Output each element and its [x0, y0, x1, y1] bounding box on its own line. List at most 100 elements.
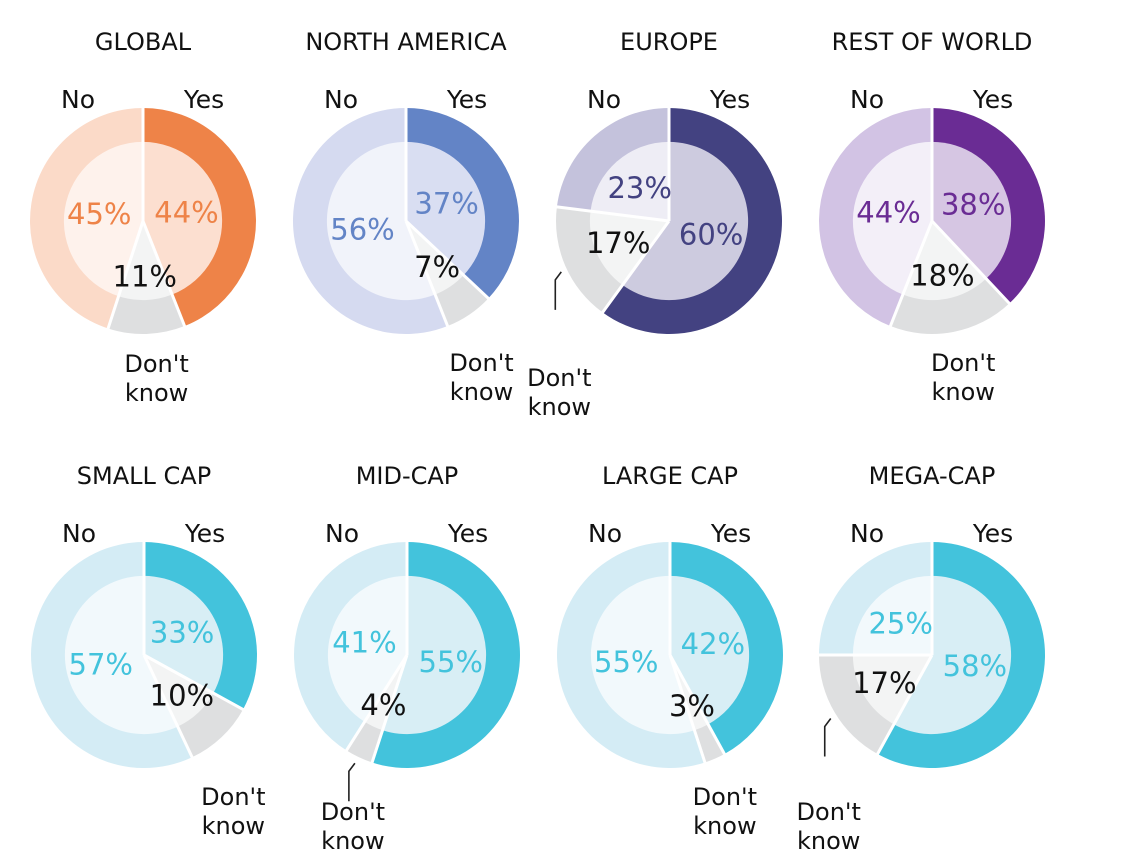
slice-separator [555, 205, 670, 223]
no-label: No [588, 519, 622, 548]
slice-yes [893, 575, 1012, 735]
data-label-dont-know: 17% [852, 666, 916, 700]
data-label-dont-know: 7% [414, 250, 460, 284]
data-label-yes: 60% [679, 218, 743, 252]
data-label-no: 55% [594, 645, 658, 679]
slice-no [852, 575, 932, 655]
dont-know-label: Don't [797, 798, 861, 826]
slice-yes [144, 575, 224, 694]
no-label: No [62, 519, 96, 548]
dont-know-label: Don't [931, 349, 995, 377]
data-label-yes: 55% [419, 645, 483, 679]
chart-title: REST OF WORLD [832, 28, 1033, 56]
slice-separator [106, 220, 145, 330]
data-label-yes: 37% [414, 186, 478, 220]
data-label-no: 25% [868, 607, 932, 641]
dont-know-label: Don't [124, 350, 188, 378]
slice-yes [406, 141, 486, 276]
no-label: No [850, 519, 884, 548]
slice-dont-know [852, 655, 932, 725]
dont-know-label: Don't [527, 364, 591, 392]
dont-know-label: know [125, 379, 188, 407]
slice-separator [668, 654, 727, 756]
slice-dont-know [902, 221, 987, 301]
slice-yes [932, 141, 1012, 279]
chart-title: GLOBAL [95, 28, 192, 56]
slice-dont-know [589, 211, 669, 285]
dont-know-label: Don't [693, 783, 757, 811]
slice-no [64, 575, 178, 735]
data-label-dont-know: 10% [150, 678, 214, 712]
leader-line [348, 762, 356, 802]
yes-label: Yes [183, 85, 224, 114]
yes-label: Yes [709, 85, 750, 114]
chart-title: EUROPE [620, 28, 718, 56]
dont-know-label: know [797, 827, 860, 855]
chart-title: NORTH AMERICA [305, 28, 507, 56]
dont-know-label: know [202, 812, 265, 840]
data-label-yes: 58% [943, 649, 1007, 683]
data-label-dont-know: 18% [910, 258, 974, 292]
data-label-no: 57% [69, 648, 133, 682]
yes-label: Yes [184, 519, 225, 548]
slice-dont-know [118, 221, 173, 301]
slice-separator [404, 219, 491, 301]
slice-no [63, 141, 144, 297]
data-label-yes: 33% [150, 615, 214, 649]
yes-label: Yes [972, 85, 1013, 114]
data-label-no: 23% [607, 171, 671, 205]
slice-dont-know [144, 655, 214, 727]
chart-title: MID-CAP [356, 462, 459, 490]
chart-title: SMALL CAP [77, 462, 211, 490]
slice-dont-know [406, 221, 464, 295]
dont-know-label: know [931, 378, 994, 406]
no-label: No [850, 85, 884, 114]
data-label-dont-know: 17% [586, 226, 650, 260]
slice-separator [888, 220, 934, 328]
dont-know-label: know [321, 827, 384, 855]
no-label: No [324, 85, 358, 114]
yes-label: Yes [447, 519, 488, 548]
slice-separator [370, 654, 409, 764]
data-label-no: 44% [856, 196, 920, 230]
slice-separator [930, 219, 1012, 306]
dont-know-label: know [693, 812, 756, 840]
data-label-yes: 42% [681, 627, 745, 661]
slice-no [852, 141, 932, 295]
leader-line [554, 271, 562, 310]
data-label-yes: 38% [941, 188, 1005, 222]
yes-label: Yes [972, 519, 1013, 548]
slice-separator [600, 220, 671, 315]
data-label-no: 56% [330, 212, 394, 246]
yes-label: Yes [710, 519, 751, 548]
no-label: No [325, 519, 359, 548]
dont-know-label: know [528, 393, 591, 421]
data-label-dont-know: 3% [669, 689, 715, 723]
leader-line [823, 718, 832, 757]
slice-no [326, 141, 436, 301]
dont-know-label: Don't [201, 783, 265, 811]
slice-separator [141, 220, 187, 328]
data-label-no: 45% [67, 197, 131, 231]
data-label-dont-know: 11% [113, 259, 177, 293]
no-label: No [61, 85, 95, 114]
slice-separator [143, 653, 245, 712]
chart-title: LARGE CAP [602, 462, 738, 490]
slice-separator [344, 654, 409, 753]
no-label: No [587, 85, 621, 114]
slice-yes [670, 575, 750, 725]
slice-separator [142, 654, 194, 759]
data-label-no: 41% [332, 626, 396, 660]
chart-title: MEGA-CAP [869, 462, 996, 490]
dont-know-label: Don't [449, 349, 513, 377]
slice-yes [143, 141, 223, 295]
data-label-yes: 44% [154, 196, 218, 230]
